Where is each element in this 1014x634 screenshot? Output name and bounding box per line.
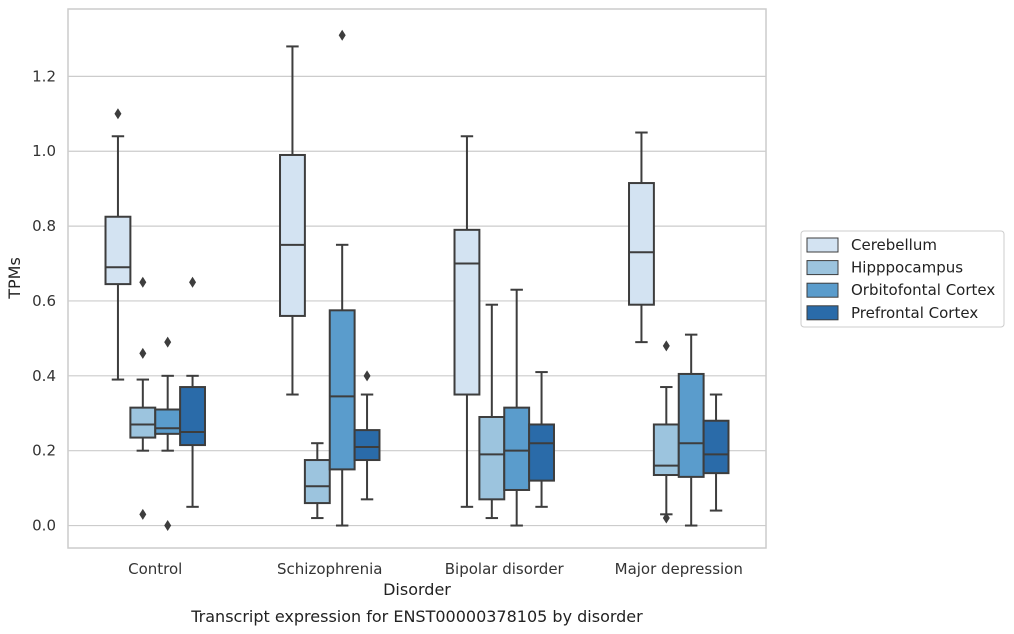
- y-tick-label: 0.8: [32, 217, 56, 235]
- y-tick-label: 0.2: [32, 442, 56, 460]
- y-tick-label: 1.2: [32, 67, 56, 85]
- outlier-point: [662, 340, 670, 352]
- plot-frame: [67, 8, 767, 549]
- iqr-box: [677, 372, 705, 478]
- box-2-0: [453, 135, 481, 508]
- box-3-2: [677, 333, 705, 527]
- iqr-box: [129, 406, 157, 439]
- legend-swatch: [806, 260, 839, 276]
- iqr-box: [353, 429, 381, 462]
- legend-swatch: [806, 237, 839, 253]
- box-2-2: [503, 288, 531, 527]
- legend-item: Prefrontal Cortex: [806, 304, 978, 322]
- outlier-point: [363, 370, 371, 382]
- legend-label: Hipppocampus: [851, 259, 963, 277]
- box-2-3: [528, 371, 555, 508]
- x-axis-label: Disorder: [383, 580, 451, 599]
- y-tick-labels: 0.0 0.2 0.4 0.6 0.8 1.0 1.2: [32, 67, 56, 534]
- chart-caption: Transcript expression for ENST0000037810…: [190, 607, 643, 626]
- legend-label: Cerebellum: [851, 236, 937, 254]
- legend-label: Orbitofontal Cortex: [851, 281, 995, 299]
- box-3-1: [652, 340, 680, 524]
- legend-swatch: [806, 282, 839, 298]
- outlier-point: [139, 347, 147, 359]
- y-tick-label: 0.6: [32, 292, 56, 310]
- iqr-box: [628, 182, 655, 306]
- legend-item: Cerebellum: [806, 236, 937, 254]
- legend: Cerebellum Hipppocampus Orbitofontal Corte…: [800, 230, 1005, 328]
- iqr-box: [279, 153, 306, 317]
- outlier-point: [164, 520, 172, 532]
- outlier-point: [114, 108, 122, 120]
- x-tick-labels: Control Schizophrenia Bipolar disorder Majo…: [128, 560, 743, 578]
- box-0-1: [129, 276, 157, 520]
- outlier-point: [338, 29, 346, 41]
- box-1-3: [353, 370, 381, 501]
- iqr-box: [478, 415, 506, 501]
- legend-item: Hipppocampus: [806, 259, 963, 277]
- iqr-box: [328, 309, 356, 471]
- iqr-box: [303, 459, 331, 505]
- x-tick-label: Bipolar disorder: [445, 560, 565, 578]
- iqr-box: [453, 228, 481, 396]
- legend-frame: [800, 230, 1005, 328]
- box-0-3: [179, 276, 206, 508]
- grid-lines: [68, 75, 766, 527]
- outlier-point: [164, 336, 172, 348]
- box-1-2: [328, 29, 356, 527]
- outlier-point: [139, 508, 147, 520]
- legend-label: Prefrontal Cortex: [851, 304, 978, 322]
- box-3-0: [628, 131, 655, 344]
- iqr-box: [652, 423, 680, 477]
- y-tick-label: 0.4: [32, 367, 56, 385]
- y-axis-label: TPMs: [5, 257, 24, 300]
- box-groups: [104, 29, 730, 532]
- iqr-box: [104, 215, 132, 286]
- iqr-box: [528, 423, 555, 482]
- outlier-point: [662, 512, 670, 524]
- x-tick-label: Schizophrenia: [277, 560, 382, 578]
- iqr-box: [179, 386, 206, 447]
- outlier-point: [139, 276, 147, 288]
- outlier-point: [189, 276, 197, 288]
- box-1-1: [303, 442, 331, 520]
- x-tick-label: Control: [128, 560, 182, 578]
- box-3-3: [702, 393, 730, 512]
- box-1-0: [279, 45, 306, 396]
- legend-item: Orbitofontal Cortex: [806, 281, 995, 299]
- iqr-box: [154, 408, 182, 435]
- iqr-box: [702, 419, 730, 475]
- box-0-0: [104, 108, 132, 381]
- box-2-1: [478, 303, 506, 520]
- y-tick-label: 0.0: [32, 517, 56, 535]
- iqr-box: [503, 406, 531, 491]
- box-0-2: [154, 336, 182, 532]
- legend-swatch: [806, 305, 839, 321]
- y-tick-label: 1.0: [32, 142, 56, 160]
- x-tick-label: Major depression: [615, 560, 743, 578]
